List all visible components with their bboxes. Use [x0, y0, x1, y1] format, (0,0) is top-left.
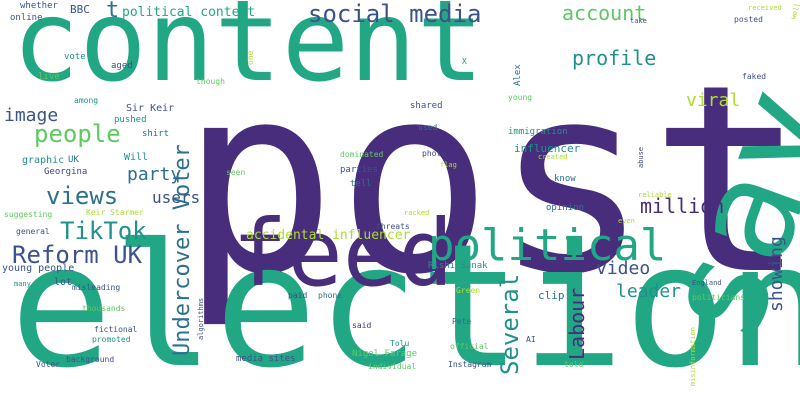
- word-georgina: Georgina: [44, 167, 88, 177]
- word-seen: seen: [226, 168, 246, 177]
- word-young: young: [508, 93, 533, 102]
- word-influencer: influencer: [514, 142, 581, 155]
- word-faked: faked: [742, 72, 767, 81]
- word-promoted: promoted: [92, 335, 131, 344]
- word-fictional: fictional: [94, 325, 138, 334]
- word-flag: flag: [440, 161, 457, 169]
- word-aged: aged: [111, 61, 133, 71]
- word-vote: vote: [64, 52, 86, 62]
- word-million: million: [640, 194, 725, 218]
- word-paid: paid: [288, 291, 308, 300]
- word-abuse: abuse: [637, 146, 645, 168]
- word-told: told: [564, 360, 584, 369]
- word-shared: shared: [410, 101, 443, 111]
- word-take: take: [630, 17, 647, 25]
- word-nigel-farage: Nigel Farage: [352, 349, 418, 359]
- word-live: live: [38, 72, 60, 82]
- word-reform-uk: Reform UK: [12, 241, 143, 269]
- word-clip: clip: [538, 289, 565, 302]
- word-social-media: social media: [308, 0, 482, 28]
- word-even: even: [618, 217, 635, 225]
- word-post: post: [180, 30, 800, 332]
- word-people: people: [34, 120, 121, 148]
- word-thousands: thousands: [82, 304, 126, 313]
- word-video: video: [596, 258, 651, 279]
- word-showing: showing: [766, 236, 787, 312]
- word-ai: AI: [526, 335, 536, 344]
- word-x: X: [462, 57, 467, 66]
- word-alex: Alex: [513, 64, 523, 86]
- word-graphic: graphic: [22, 155, 65, 166]
- word-received: received: [748, 4, 782, 12]
- word-image: image: [4, 105, 59, 126]
- word-tiktok: TikTok: [60, 217, 147, 245]
- word-posted: posted: [734, 15, 763, 24]
- word-accidental-influencer: accidental influencer: [246, 228, 411, 243]
- word-pushed: pushed: [114, 115, 147, 125]
- word-will: Will: [124, 152, 149, 163]
- word-general: general: [16, 227, 50, 236]
- word-opinion: opinion: [546, 203, 584, 213]
- word-immigration: immigration: [508, 127, 568, 137]
- word-created: created: [538, 153, 568, 161]
- word-views: views: [46, 182, 119, 210]
- word-uk: UK: [68, 155, 79, 165]
- word-content: content: [12, 0, 485, 107]
- word-background: background: [66, 355, 115, 364]
- word-instagram: Instagram: [448, 360, 492, 369]
- word-whether: whether: [20, 1, 58, 11]
- word-profile: profile: [572, 46, 657, 70]
- word-pete: Pete: [452, 317, 472, 326]
- word-shirt: shirt: [142, 129, 170, 139]
- word-england: England: [692, 279, 722, 287]
- word-political: political: [428, 220, 667, 271]
- word-party: party: [127, 164, 182, 185]
- word-know: know: [554, 174, 576, 184]
- word-bbc: BBC: [70, 3, 90, 16]
- word-viral: viral: [686, 90, 741, 111]
- word-well: well: [789, 1, 800, 21]
- word-dominated: dominated: [340, 150, 384, 159]
- word-young-people: young people: [2, 263, 75, 274]
- word-used: used: [418, 123, 438, 132]
- word-green: Green: [456, 286, 481, 295]
- word-politicians: politicians: [692, 293, 745, 302]
- word-account: account: [562, 1, 647, 25]
- word-media-sites: media sites: [236, 354, 296, 364]
- word-rishi-sunak: Rishi Sunak: [428, 261, 488, 271]
- word-misleading: misleading: [72, 283, 121, 292]
- word-parties: parties: [340, 165, 378, 175]
- word-reliable: reliable: [638, 191, 672, 199]
- word-suggesting: suggesting: [4, 210, 53, 219]
- word-lot: lot: [54, 277, 73, 288]
- word-feed: feed: [232, 200, 454, 307]
- word-though: though: [196, 77, 225, 86]
- word-t: t: [106, 0, 120, 23]
- word-phone: phone: [318, 291, 343, 300]
- word-tolu: Tolu: [390, 339, 410, 348]
- word-official: official: [450, 342, 489, 351]
- word-labour: Labour: [565, 287, 589, 360]
- word-users: users: [152, 188, 201, 207]
- word-threats: threats: [376, 222, 410, 231]
- word-political-content: political content: [122, 5, 256, 20]
- word-photo: photo: [422, 149, 447, 158]
- word-online: online: [10, 13, 43, 23]
- word-voter: Voter: [36, 360, 61, 369]
- word-keir-starmer: Keir Starmer: [86, 208, 144, 217]
- word-among: among: [74, 96, 99, 105]
- word-misinformation: misinformation: [689, 326, 697, 386]
- word-individual: individual: [368, 362, 417, 371]
- word-said: said: [352, 321, 372, 330]
- word-sir-keir: Sir Keir: [126, 103, 175, 114]
- word-several: Several: [496, 273, 524, 375]
- word-algorithms: algorithms: [197, 297, 205, 340]
- word-racked: racked: [404, 209, 430, 217]
- word-leader: leader: [616, 281, 682, 302]
- word-one: one: [246, 50, 255, 65]
- word-many: many: [14, 280, 31, 288]
- word-election: election: [10, 208, 800, 400]
- word-tell: tell: [350, 179, 372, 189]
